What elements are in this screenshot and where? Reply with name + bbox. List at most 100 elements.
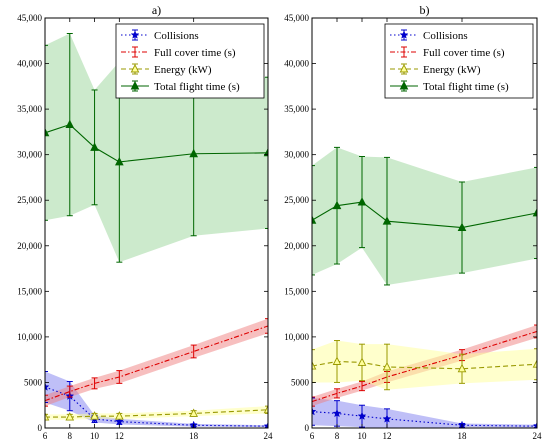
y-tick-label: 40,000 — [17, 59, 42, 69]
legend-entry-energy-kw: Energy (kW) — [121, 63, 212, 76]
legend-entry-collisions: Collisions — [121, 29, 199, 42]
errorbar-full-cover-time-s — [359, 381, 365, 392]
point-collisions — [357, 411, 367, 420]
plot-area — [312, 146, 537, 428]
x-tick-label: 6 — [310, 431, 315, 441]
point-total-flight-time-s — [312, 215, 317, 224]
point-energy-kw — [532, 359, 537, 368]
x-tick-label: 10 — [358, 431, 368, 441]
point-total-flight-time-s — [114, 156, 124, 166]
y-tick-label: 35,000 — [284, 104, 309, 114]
legend-entry-energy-kw: Energy (kW) — [390, 63, 481, 76]
errorbar-full-cover-time-s — [534, 324, 537, 339]
x-tick-label: 6 — [43, 431, 48, 441]
errorbar-total-flight-time-s — [312, 165, 315, 276]
x-tick-label: 8 — [68, 431, 73, 441]
legend-marker — [399, 81, 409, 90]
panel-title: b) — [420, 3, 430, 17]
point-collisions — [332, 408, 342, 418]
point-total-flight-time-s — [45, 127, 50, 137]
errorbar-full-cover-time-s — [116, 370, 123, 384]
line-energy-kw — [312, 360, 537, 370]
legend-entry-collisions: Collisions — [390, 29, 468, 42]
y-tick-label: 25,000 — [284, 195, 309, 205]
chart-panel-2: 6 8 10 12 18 24 0 5000 10,000 15,000 20,000 25,000 3… — [284, 3, 542, 441]
y-tick-label: 0 — [38, 423, 43, 433]
x-tick-label: 24 — [264, 431, 274, 441]
errorbar-energy-kw — [265, 405, 268, 414]
errorbar-full-cover-time-s — [45, 394, 48, 407]
axes-frame — [44, 17, 269, 429]
y-tick-label: 20,000 — [17, 241, 42, 251]
y-tick-label: 30,000 — [284, 150, 309, 160]
legend-marker — [399, 30, 409, 39]
y-tick-label: 45,000 — [17, 13, 42, 23]
errorbar-full-cover-time-s — [265, 318, 268, 334]
line-total-flight-time-s — [45, 123, 268, 163]
legend-entry-full-cover-time-s: Full cover time (s) — [121, 46, 236, 59]
errorbar-total-flight-time-s — [265, 76, 268, 229]
point-energy-kw — [382, 361, 392, 371]
point-energy-kw — [457, 363, 467, 373]
legend-label: Full cover time (s) — [154, 47, 236, 59]
point-energy-kw — [332, 356, 342, 365]
legend-label: Energy (kW) — [423, 64, 481, 76]
errorbar-full-cover-time-s — [91, 377, 98, 390]
y-tick-label: 10,000 — [284, 332, 309, 342]
point-energy-kw — [114, 411, 124, 420]
point-energy-kw — [189, 408, 199, 417]
x-tick-label: 18 — [458, 431, 468, 441]
line-total-flight-time-s — [312, 201, 537, 229]
line-full-cover-time-s — [312, 330, 537, 403]
line-energy-kw — [45, 409, 268, 418]
legend-label: Collisions — [154, 30, 199, 42]
y-tick-label: 25,000 — [17, 195, 42, 205]
legend-entry-total-flight-time-s: Total flight time (s) — [390, 80, 509, 93]
point-total-flight-time-s — [189, 148, 199, 158]
errorbar-collisions — [45, 371, 48, 403]
legend: Collisions Full cover time (s) Energy (kW)… — [384, 23, 534, 99]
axes-frame — [311, 17, 538, 429]
legend-entry-total-flight-time-s: Total flight time (s) — [121, 80, 240, 93]
chart-panel-1: 6 8 10 12 18 24 0 5000 10,000 15,000 20,000 25,000 3… — [17, 3, 273, 441]
y-tick-label: 0 — [305, 423, 310, 433]
legend-label: Collisions — [423, 30, 468, 42]
legend-marker — [130, 64, 140, 73]
y-tick-label: 30,000 — [17, 150, 42, 160]
band-collisions — [312, 397, 537, 428]
legend-label: Full cover time (s) — [423, 47, 505, 59]
errorbar-full-cover-time-s — [334, 388, 340, 399]
x-tick-label: 18 — [189, 431, 199, 441]
point-total-flight-time-s — [65, 119, 75, 129]
legend-label: Energy (kW) — [154, 64, 212, 76]
point-energy-kw — [312, 361, 317, 370]
line-full-cover-time-s — [45, 325, 268, 402]
errorbar-full-cover-time-s — [190, 344, 197, 359]
x-tick-label: 8 — [335, 431, 340, 441]
errorbar-full-cover-time-s — [312, 396, 315, 407]
legend: Collisions Full cover time (s) Energy (kW)… — [115, 23, 265, 99]
point-energy-kw — [263, 404, 268, 414]
point-total-flight-time-s — [263, 147, 268, 157]
band-energy-kw — [312, 340, 537, 390]
point-total-flight-time-s — [532, 207, 537, 217]
point-total-flight-time-s — [457, 222, 467, 232]
point-total-flight-time-s — [90, 142, 99, 151]
legend-marker — [399, 64, 409, 73]
y-tick-label: 5000 — [291, 377, 310, 387]
point-collisions — [532, 421, 537, 428]
point-total-flight-time-s — [332, 200, 342, 210]
point-collisions — [114, 416, 124, 426]
x-tick-label: 12 — [115, 431, 124, 441]
y-tick-label: 45,000 — [284, 13, 309, 23]
legend-entry-full-cover-time-s: Full cover time (s) — [390, 46, 505, 59]
y-tick-label: 35,000 — [17, 104, 42, 114]
x-tick-label: 24 — [533, 431, 543, 441]
x-tick-label: 12 — [383, 431, 392, 441]
errorbar-total-flight-time-s — [534, 166, 537, 260]
errorbar-total-flight-time-s — [45, 44, 48, 221]
y-tick-label: 20,000 — [284, 241, 309, 251]
errorbar-collisions — [312, 397, 315, 426]
line-collisions — [312, 411, 537, 427]
point-energy-kw — [357, 357, 367, 366]
